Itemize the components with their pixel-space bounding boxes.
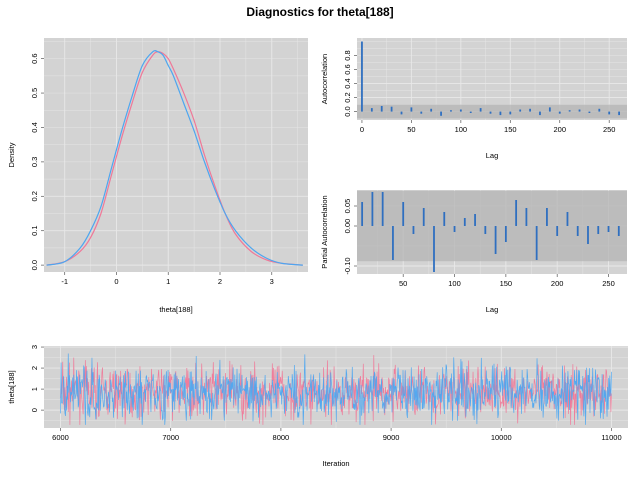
y-tick-label: 0.00 — [343, 219, 352, 234]
y-tick-label: 0.1 — [30, 225, 39, 235]
x-tick-label: 250 — [603, 125, 616, 134]
density-plot: -1 0 1 2 3 0.0 0.1 0.2 0.3 0.4 0.5 0.6 theta[188] Den… — [7, 38, 308, 314]
y-tick-label: 0 — [30, 408, 39, 412]
y-axis-label: theta[188] — [7, 370, 16, 403]
x-axis-label: Lag — [486, 151, 499, 160]
y-tick-label: 2 — [30, 366, 39, 370]
x-tick-label: 150 — [504, 125, 517, 134]
y-axis-label: Partial Autocorrelation — [320, 195, 329, 268]
x-tick-label: 2 — [218, 277, 222, 286]
page-title: Diagnostics for theta[188] — [246, 5, 393, 19]
trace-plot: 6000 7000 8000 9000 10000 11000 0 1 2 3 Iteration t… — [7, 345, 628, 468]
x-tick-label: 9000 — [383, 433, 400, 442]
x-tick-label: 100 — [455, 125, 468, 134]
y-tick-label: 0.4 — [30, 122, 39, 132]
partial-autocorrelation-plot: 50 100 150 200 250 -0.10 0.00 0.05 Lag Partial Au… — [320, 190, 627, 314]
x-tick-label: 50 — [399, 279, 407, 288]
density-line-chain-1 — [46, 51, 303, 266]
x-axis-label: Lag — [486, 305, 499, 314]
y-axis-label: Autocorrelation — [320, 54, 329, 104]
y-tick-label: 0.2 — [30, 191, 39, 201]
y-tick-label: 0.05 — [343, 199, 352, 214]
y-tick-label: 0.6 — [30, 53, 39, 63]
confidence-band — [357, 190, 627, 262]
x-tick-label: 200 — [551, 279, 564, 288]
x-tick-label: 250 — [602, 279, 615, 288]
x-tick-label: 10000 — [491, 433, 512, 442]
y-tick-label: 0.2 — [343, 92, 352, 102]
x-tick-label: 11000 — [601, 433, 621, 442]
density-line-chain-2 — [46, 50, 303, 266]
y-tick-label: 0.8 — [343, 50, 352, 60]
x-tick-label: 8000 — [273, 433, 290, 442]
trace-line-chain-2 — [60, 353, 612, 425]
x-tick-label: 200 — [553, 125, 566, 134]
x-tick-label: 150 — [500, 279, 513, 288]
y-axis-label: Density — [7, 142, 16, 167]
y-tick-label: 0.0 — [30, 260, 39, 270]
x-axis-label: theta[188] — [159, 305, 192, 314]
x-tick-label: 6000 — [52, 433, 69, 442]
y-tick-label: -0.10 — [343, 257, 352, 274]
x-tick-label: 1 — [166, 277, 170, 286]
y-tick-label: 0.5 — [30, 88, 39, 98]
x-axis-label: Iteration — [322, 459, 349, 468]
confidence-band — [357, 104, 627, 119]
x-tick-label: 0 — [114, 277, 118, 286]
y-tick-label: 0.6 — [343, 64, 352, 74]
x-tick-label: -1 — [61, 277, 68, 286]
x-tick-label: 3 — [270, 277, 274, 286]
y-tick-label: 0.0 — [343, 106, 352, 116]
autocorrelation-plot: 0 50 100 150 200 250 0.0 0.2 0.4 0.6 0.8 Lag Autocor… — [320, 38, 627, 160]
x-tick-label: 0 — [360, 125, 364, 134]
x-tick-label: 50 — [407, 125, 415, 134]
y-tick-label: 3 — [30, 345, 39, 349]
y-tick-label: 0.3 — [30, 157, 39, 167]
x-tick-label: 100 — [448, 279, 461, 288]
y-tick-label: 0.4 — [343, 78, 352, 88]
panel-background — [44, 38, 308, 272]
y-tick-label: 1 — [30, 387, 39, 391]
x-tick-label: 7000 — [162, 433, 179, 442]
